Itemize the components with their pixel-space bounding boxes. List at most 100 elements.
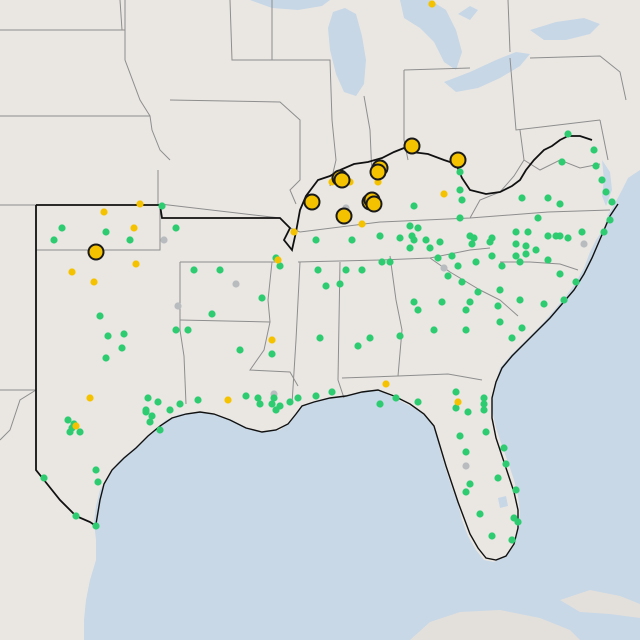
- green-marker[interactable]: [104, 332, 112, 340]
- green-marker[interactable]: [396, 234, 404, 242]
- green-marker[interactable]: [176, 400, 184, 408]
- green-marker[interactable]: [64, 416, 72, 424]
- green-marker[interactable]: [322, 282, 330, 290]
- green-marker[interactable]: [156, 426, 164, 434]
- green-marker[interactable]: [312, 236, 320, 244]
- green-marker[interactable]: [146, 418, 154, 426]
- green-marker[interactable]: [496, 286, 504, 294]
- green-marker[interactable]: [92, 466, 100, 474]
- green-marker[interactable]: [494, 474, 502, 482]
- green-marker[interactable]: [532, 246, 540, 254]
- green-marker[interactable]: [488, 532, 496, 540]
- green-marker[interactable]: [242, 392, 250, 400]
- green-marker[interactable]: [476, 510, 484, 518]
- green-marker[interactable]: [598, 176, 606, 184]
- green-marker[interactable]: [208, 310, 216, 318]
- green-marker[interactable]: [50, 236, 58, 244]
- green-marker[interactable]: [458, 196, 466, 204]
- green-marker[interactable]: [558, 158, 566, 166]
- green-marker[interactable]: [470, 234, 478, 242]
- green-marker[interactable]: [92, 522, 100, 530]
- green-marker[interactable]: [76, 428, 84, 436]
- green-marker[interactable]: [184, 326, 192, 334]
- green-marker[interactable]: [502, 460, 510, 468]
- green-marker[interactable]: [158, 202, 166, 210]
- green-marker[interactable]: [488, 234, 496, 242]
- green-marker[interactable]: [236, 346, 244, 354]
- green-marker[interactable]: [378, 258, 386, 266]
- yellow-marker[interactable]: [136, 200, 144, 208]
- green-marker[interactable]: [294, 394, 302, 402]
- green-marker[interactable]: [336, 280, 344, 288]
- yellow-large-marker[interactable]: [335, 207, 353, 225]
- green-marker[interactable]: [286, 398, 294, 406]
- green-marker[interactable]: [312, 392, 320, 400]
- green-marker[interactable]: [276, 262, 284, 270]
- green-marker[interactable]: [172, 224, 180, 232]
- green-marker[interactable]: [408, 232, 416, 240]
- yellow-marker[interactable]: [130, 224, 138, 232]
- green-marker[interactable]: [430, 326, 438, 334]
- green-marker[interactable]: [590, 146, 598, 154]
- green-marker[interactable]: [444, 272, 452, 280]
- green-marker[interactable]: [254, 394, 262, 402]
- green-marker[interactable]: [472, 258, 480, 266]
- green-marker[interactable]: [172, 326, 180, 334]
- green-marker[interactable]: [272, 406, 280, 414]
- green-marker[interactable]: [560, 296, 568, 304]
- green-marker[interactable]: [488, 252, 496, 260]
- green-marker[interactable]: [564, 130, 572, 138]
- green-marker[interactable]: [456, 186, 464, 194]
- green-marker[interactable]: [190, 266, 198, 274]
- gray-marker[interactable]: [232, 280, 240, 288]
- green-marker[interactable]: [564, 234, 572, 242]
- yellow-marker[interactable]: [100, 208, 108, 216]
- green-marker[interactable]: [386, 258, 394, 266]
- green-marker[interactable]: [524, 228, 532, 236]
- green-marker[interactable]: [600, 228, 608, 236]
- green-marker[interactable]: [518, 324, 526, 332]
- green-marker[interactable]: [512, 240, 520, 248]
- green-marker[interactable]: [102, 354, 110, 362]
- gray-marker[interactable]: [174, 302, 182, 310]
- green-marker[interactable]: [410, 298, 418, 306]
- green-marker[interactable]: [376, 232, 384, 240]
- green-marker[interactable]: [578, 228, 586, 236]
- green-marker[interactable]: [466, 480, 474, 488]
- green-marker[interactable]: [194, 396, 202, 404]
- green-marker[interactable]: [358, 266, 366, 274]
- yellow-marker[interactable]: [268, 336, 276, 344]
- green-marker[interactable]: [96, 312, 104, 320]
- yellow-large-marker[interactable]: [333, 171, 351, 189]
- green-marker[interactable]: [452, 404, 460, 412]
- yellow-marker[interactable]: [132, 260, 140, 268]
- green-marker[interactable]: [534, 214, 542, 222]
- yellow-marker[interactable]: [68, 268, 76, 276]
- green-marker[interactable]: [452, 388, 460, 396]
- green-marker[interactable]: [556, 232, 564, 240]
- yellow-large-marker[interactable]: [365, 195, 383, 213]
- green-marker[interactable]: [142, 406, 150, 414]
- yellow-marker[interactable]: [224, 396, 232, 404]
- green-marker[interactable]: [512, 486, 520, 494]
- green-marker[interactable]: [328, 388, 336, 396]
- green-marker[interactable]: [268, 400, 276, 408]
- green-marker[interactable]: [544, 232, 552, 240]
- green-marker[interactable]: [474, 288, 482, 296]
- green-marker[interactable]: [120, 330, 128, 338]
- green-marker[interactable]: [544, 256, 552, 264]
- green-marker[interactable]: [376, 400, 384, 408]
- green-marker[interactable]: [154, 398, 162, 406]
- green-marker[interactable]: [448, 252, 456, 260]
- green-marker[interactable]: [144, 394, 152, 402]
- green-marker[interactable]: [414, 398, 422, 406]
- green-marker[interactable]: [494, 302, 502, 310]
- green-marker[interactable]: [462, 306, 470, 314]
- yellow-marker[interactable]: [382, 380, 390, 388]
- green-marker[interactable]: [414, 224, 422, 232]
- green-marker[interactable]: [216, 266, 224, 274]
- green-marker[interactable]: [602, 188, 610, 196]
- yellow-large-marker[interactable]: [449, 151, 467, 169]
- green-marker[interactable]: [480, 400, 488, 408]
